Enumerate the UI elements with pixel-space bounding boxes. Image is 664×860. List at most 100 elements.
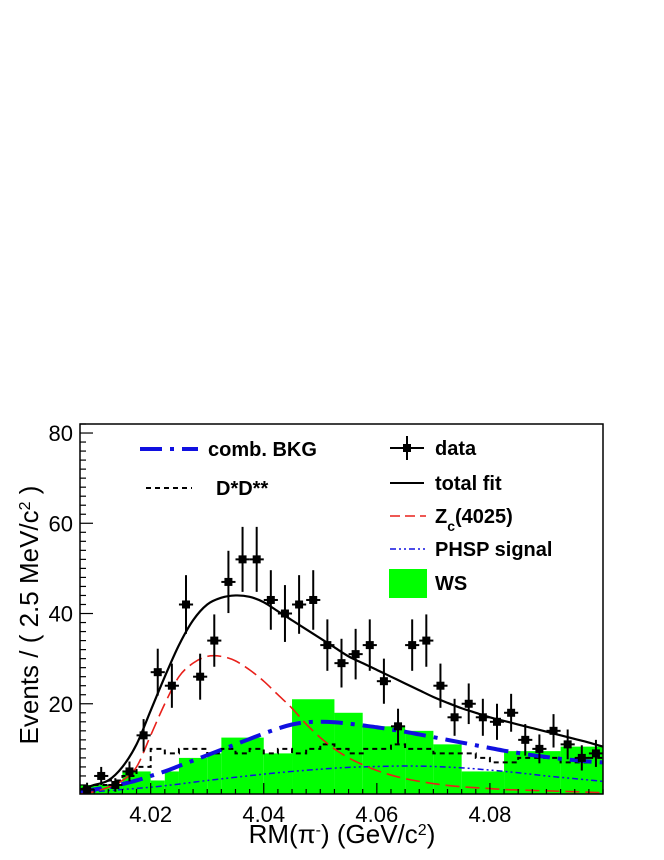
data-point (405, 619, 420, 671)
data-point-marker (125, 767, 134, 776)
legend-data-label: data (435, 438, 477, 460)
data-point-marker (252, 555, 261, 564)
x-tick-label: 4.02 (129, 802, 172, 827)
data-point (292, 575, 307, 634)
data-point (376, 658, 391, 704)
data-point (419, 614, 434, 667)
data-point-marker (323, 641, 332, 650)
data-point (475, 698, 490, 736)
y-tick-label: 60 (49, 511, 73, 536)
axes: 4.02 4.04 4.06 4.08 20 40 60 80 (49, 421, 604, 827)
legend: comb. BKG D*D** data total fit Zc(4025) … (140, 436, 552, 598)
data-point (221, 550, 236, 614)
data-point-marker (591, 749, 600, 758)
data-point-marker (97, 771, 106, 780)
data-point (560, 729, 575, 760)
data-point-marker (238, 555, 247, 564)
ws-bar (292, 699, 335, 794)
data-point-marker (210, 636, 219, 645)
data-point-marker (507, 708, 516, 717)
plot-frame (79, 423, 604, 795)
data-point (461, 683, 476, 725)
dstar-histogram (80, 743, 603, 791)
ws-bar (207, 753, 222, 794)
data-point-marker (408, 641, 417, 650)
data-point (546, 714, 561, 748)
data-point (108, 778, 123, 792)
data-point-marker (167, 681, 176, 690)
data-point-marker (492, 717, 501, 726)
data-point (136, 719, 151, 752)
data-point (504, 693, 519, 732)
data-point (178, 575, 194, 634)
ws-bar (334, 712, 363, 794)
ws-bar (164, 771, 179, 794)
dstar-step-line (80, 743, 603, 791)
data-point-marker (450, 713, 459, 722)
data-point-marker (365, 641, 374, 650)
data-point (207, 614, 222, 667)
data-point (80, 782, 95, 794)
legend-dstar-label: D*D** (216, 478, 268, 500)
data-point (150, 648, 165, 696)
data-point (532, 734, 547, 764)
data-point (249, 526, 264, 592)
legend-data-marker (403, 444, 411, 452)
data-point-marker (464, 699, 473, 708)
ws-bar (263, 753, 293, 794)
comb-bkg-curve (80, 719, 603, 794)
data-point (390, 708, 406, 744)
data-point (94, 766, 109, 785)
data-point-marker (196, 672, 205, 681)
ws-bar (221, 737, 264, 794)
legend-total-fit-label: total fit (435, 473, 502, 495)
y-axis-title: Events / ( 2.5 MeV/c2 ) (14, 486, 44, 745)
data-point-marker (422, 636, 431, 645)
ws-bar (405, 730, 434, 794)
data-point-marker (111, 780, 120, 789)
data-point (362, 619, 377, 671)
data-point-marker (280, 609, 289, 618)
data-point (306, 570, 321, 630)
legend-ws-label: WS (435, 573, 467, 595)
data-point-marker (295, 600, 304, 609)
x-tick-label: 4.04 (242, 802, 285, 827)
data-point (518, 724, 533, 756)
ws-bar (461, 771, 505, 794)
data-point (164, 663, 179, 708)
data-point-marker (394, 722, 403, 731)
data-point-marker (182, 600, 191, 609)
data-point-marker (266, 595, 275, 604)
ws-bar (178, 757, 208, 794)
data-point-marker (351, 650, 360, 659)
y-tick-label: 20 (49, 692, 73, 717)
data-point-marker (577, 753, 586, 762)
x-tick-label: 4.08 (469, 802, 512, 827)
x-axis-title: RM(π-) (GeV/c2) (249, 819, 436, 849)
data-point (433, 663, 448, 708)
zc-4025-curve (80, 654, 603, 794)
data-point (334, 638, 349, 688)
legend-phsp-label: PHSP signal (435, 539, 552, 561)
data-point-marker (309, 595, 318, 604)
data-point-marker (83, 785, 92, 794)
data-point (263, 570, 278, 630)
data-point (277, 585, 293, 642)
data-point (348, 628, 363, 680)
ws-bar (504, 751, 561, 794)
data-point-marker (379, 677, 388, 686)
data-point-marker (153, 668, 162, 677)
data-point (122, 761, 137, 782)
data-point (320, 619, 335, 671)
data-point (489, 703, 505, 740)
x-tick-label: 4.06 (355, 802, 398, 827)
data-point-marker (521, 735, 530, 744)
data-point-marker (535, 744, 544, 753)
legend-comb-bkg-label: comb. BKG (208, 439, 317, 461)
phsp-signal-curve (80, 765, 603, 794)
data-point-marker (337, 659, 346, 668)
data-point (588, 739, 603, 767)
legend-ws-swatch (389, 569, 427, 598)
data-point (193, 653, 208, 700)
